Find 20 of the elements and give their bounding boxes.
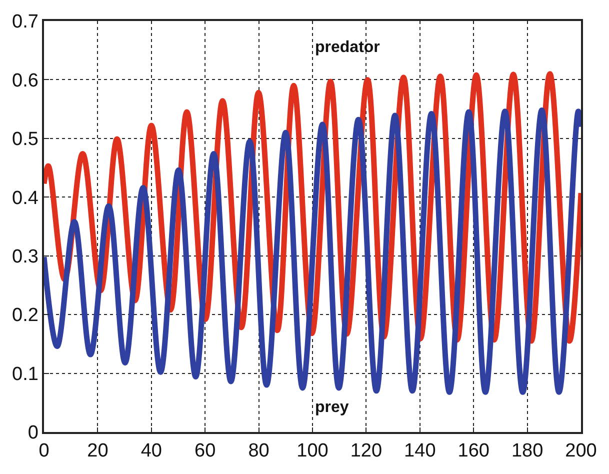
series-label: prey bbox=[315, 399, 349, 416]
x-tick-label: 60 bbox=[194, 440, 216, 462]
y-tick-label: 0.5 bbox=[12, 129, 38, 150]
x-tick-label: 140 bbox=[404, 440, 436, 462]
series-label: predator bbox=[315, 39, 380, 56]
y-tick-label: 0 bbox=[28, 422, 38, 444]
x-tick-label: 100 bbox=[296, 440, 328, 462]
x-tick-label: 80 bbox=[248, 440, 270, 462]
y-tick-label: 0.2 bbox=[12, 305, 38, 326]
x-tick-label: 20 bbox=[87, 440, 108, 462]
y-tick-label: 0.1 bbox=[12, 364, 38, 385]
y-tick-label: 0.7 bbox=[12, 12, 38, 33]
x-tick-label: 160 bbox=[458, 440, 490, 462]
y-tick-label: 0.6 bbox=[12, 70, 38, 92]
x-tick-label: 180 bbox=[511, 440, 544, 462]
x-tick-label: 200 bbox=[565, 440, 597, 462]
y-tick-label: 0.3 bbox=[12, 246, 38, 268]
x-tick-label: 120 bbox=[350, 440, 382, 462]
y-tick-label: 0.4 bbox=[12, 188, 39, 209]
x-tick-label: 40 bbox=[140, 440, 162, 462]
